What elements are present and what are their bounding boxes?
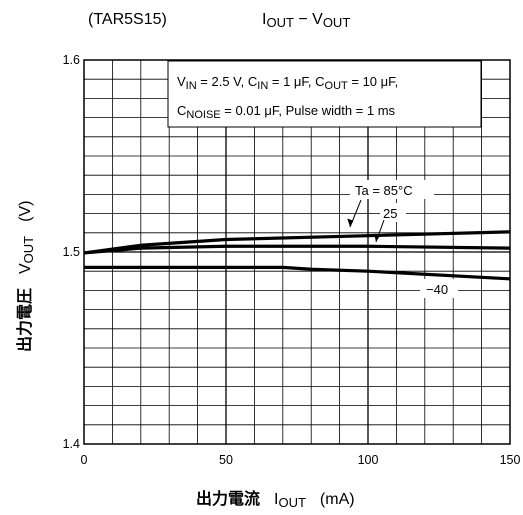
plot-frame bbox=[83, 59, 511, 445]
series-line-0 bbox=[83, 230, 511, 255]
label-25: 25 bbox=[383, 206, 397, 221]
x-axis-label: 出力電流 IOUT (mA) bbox=[196, 489, 355, 510]
conditions-box bbox=[167, 60, 482, 128]
conditions-line-1: VIN = 2.5 V, CIN = 1 μF, COUT = 10 μF, bbox=[177, 74, 398, 92]
chart-title: IOUT − VOUT bbox=[262, 11, 350, 30]
label-bg-25 bbox=[380, 203, 406, 222]
label-m40: −40 bbox=[426, 282, 448, 297]
conditions-line-2: CNOISE = 0.01 μF, Pulse width = 1 ms bbox=[177, 103, 396, 121]
x-tick-label: 0 bbox=[81, 453, 88, 467]
tick-labels: 0 50 100 150 1.4 1.5 1.6 bbox=[63, 53, 521, 467]
y-tick-label: 1.5 bbox=[63, 245, 80, 259]
label-ta85: Ta = 85°C bbox=[355, 183, 413, 198]
y-axis-label: 出力電圧VOUT(V) bbox=[15, 201, 36, 352]
y-tick-label: 1.6 bbox=[63, 53, 80, 67]
arrow-85-head bbox=[347, 218, 354, 227]
x-tick-label: 100 bbox=[358, 453, 379, 467]
series-line-2 bbox=[84, 265, 511, 281]
label-bg-85 bbox=[350, 180, 434, 199]
series-layer bbox=[83, 230, 511, 281]
device-label: (TAR5S15) bbox=[88, 11, 167, 28]
arrow-25-head bbox=[374, 233, 381, 242]
y-tick-label: 1.4 bbox=[63, 437, 80, 451]
series-line-1 bbox=[83, 244, 511, 255]
label-bg-m40 bbox=[420, 279, 458, 298]
x-tick-label: 150 bbox=[500, 453, 521, 467]
x-tick-label: 50 bbox=[219, 453, 233, 467]
